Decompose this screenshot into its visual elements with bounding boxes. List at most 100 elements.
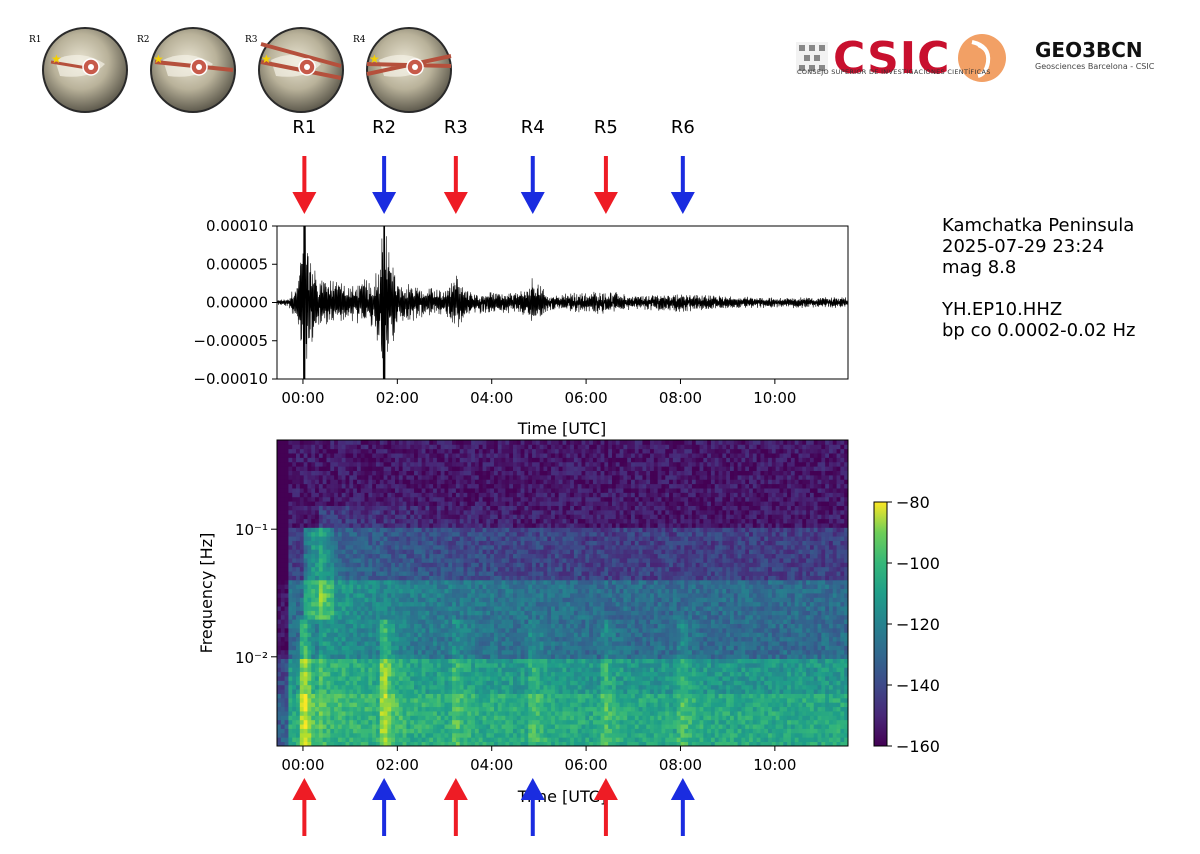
spectrogram-cell bbox=[539, 623, 544, 629]
spectrogram-cell bbox=[284, 553, 289, 559]
spectrogram-cell bbox=[444, 610, 449, 616]
spectrogram-cell bbox=[406, 593, 411, 598]
spectrogram-cell bbox=[459, 641, 464, 646]
spectrogram-cell bbox=[414, 531, 419, 537]
spectrogram-cell bbox=[284, 518, 289, 524]
spectrogram-cell bbox=[303, 566, 308, 572]
spectrogram-cell bbox=[497, 601, 502, 607]
spectrogram-cell bbox=[322, 505, 327, 511]
spectrogram-cell bbox=[414, 645, 419, 651]
spectrogram-cell bbox=[356, 627, 362, 633]
spectrogram-cell bbox=[436, 571, 442, 576]
spectrogram-cell bbox=[307, 466, 312, 471]
spectrogram-cell bbox=[513, 719, 518, 725]
spectrogram-cell bbox=[341, 453, 346, 458]
spectrogram-cell bbox=[421, 737, 426, 743]
spectrogram-cell bbox=[318, 662, 324, 668]
spectrogram-cell bbox=[364, 501, 369, 506]
spectrogram-cell bbox=[520, 606, 525, 611]
spectrogram-cell bbox=[459, 728, 464, 734]
spectrogram-cell bbox=[326, 544, 331, 550]
spectrogram-cell bbox=[433, 680, 438, 686]
spectrogram-cell bbox=[353, 593, 358, 598]
spectrogram-cell bbox=[524, 584, 529, 590]
spectrogram-cell bbox=[482, 474, 487, 480]
spectrogram-cell bbox=[341, 719, 346, 725]
spectrogram-cell bbox=[311, 505, 316, 511]
spectrogram-cell bbox=[452, 470, 457, 476]
spectrogram-cell bbox=[353, 619, 358, 624]
spectrogram-cell bbox=[383, 453, 388, 458]
spectrogram-cell bbox=[444, 601, 449, 607]
spectrogram-cell bbox=[284, 614, 289, 620]
spectrogram-cell bbox=[387, 461, 392, 467]
spectrogram-cell bbox=[497, 444, 502, 450]
spectrogram-cell bbox=[490, 636, 495, 642]
spectrogram-cell bbox=[349, 711, 354, 716]
spectrogram-cell bbox=[414, 627, 419, 633]
spectrogram-cell bbox=[311, 649, 316, 655]
spectrogram-cell bbox=[398, 505, 404, 511]
spectrogram-cell bbox=[455, 523, 461, 528]
spectrogram-cell bbox=[467, 619, 472, 624]
spectrogram-cell bbox=[455, 479, 461, 485]
spectrogram-cell bbox=[478, 514, 483, 520]
spectrogram-cell bbox=[444, 444, 449, 450]
spectrogram-cell bbox=[410, 558, 415, 563]
spectrogram-cell bbox=[315, 453, 320, 458]
spectrogram-cell bbox=[337, 693, 343, 699]
spectrogram-cell bbox=[364, 601, 369, 607]
spectrogram-cell bbox=[322, 601, 327, 607]
spectrogram-cell bbox=[402, 483, 407, 489]
spectrogram-cell bbox=[303, 584, 308, 590]
spectrogram-cell bbox=[505, 658, 510, 664]
spectrogram-cell bbox=[349, 544, 354, 550]
spectrogram-cell bbox=[395, 711, 400, 716]
spectrogram-cell bbox=[532, 461, 537, 467]
spectrogram-cell bbox=[505, 711, 510, 716]
spectrogram-cell bbox=[509, 719, 514, 725]
spectrogram-cell bbox=[463, 496, 468, 502]
spectrogram-cell bbox=[501, 518, 506, 524]
spectrogram-cell bbox=[493, 488, 499, 493]
spectrogram-cell bbox=[322, 623, 327, 629]
spectrogram-cell bbox=[482, 715, 487, 721]
spectrogram-cell bbox=[433, 597, 438, 603]
spectrogram-cell bbox=[372, 649, 377, 655]
spectrogram-cell bbox=[406, 741, 411, 746]
spectrogram-cell bbox=[277, 636, 282, 642]
spectrogram-cell bbox=[467, 444, 472, 450]
spectrogram-cell bbox=[513, 514, 518, 520]
spectrogram-cell bbox=[452, 457, 457, 463]
spectrogram-cell bbox=[516, 553, 522, 559]
spectrogram-cell bbox=[341, 680, 346, 686]
spectrogram-cell bbox=[448, 654, 453, 659]
spectrogram-cell bbox=[299, 540, 305, 546]
spectrogram-cell bbox=[516, 466, 522, 471]
spectrogram-cell bbox=[429, 579, 434, 585]
spectrogram-cell bbox=[463, 566, 468, 572]
spectrogram-cell bbox=[474, 728, 480, 734]
spectrogram-cell bbox=[535, 601, 541, 607]
spectrogram-cell bbox=[395, 606, 400, 611]
spectrogram-cell bbox=[292, 601, 297, 607]
spectrogram-cell bbox=[429, 711, 434, 716]
spectrogram-cell bbox=[296, 689, 301, 694]
spectrogram-cell bbox=[398, 737, 404, 743]
spectrogram-cell bbox=[444, 719, 449, 725]
spectrogram-cell bbox=[532, 474, 537, 480]
spectrogram-cell bbox=[474, 689, 480, 694]
spectrogram-cell bbox=[513, 667, 518, 673]
spectrogram-cell bbox=[391, 501, 396, 506]
arrival-label: R5 bbox=[594, 117, 618, 138]
spectrogram-cell bbox=[315, 518, 320, 524]
spectrogram-cell bbox=[505, 444, 510, 450]
spectrogram-cell bbox=[455, 623, 461, 629]
spectrogram-cell bbox=[429, 453, 434, 458]
spectrogram-cell bbox=[535, 575, 541, 581]
arrival-label: R4 bbox=[521, 117, 545, 138]
spectrogram-cell bbox=[486, 575, 491, 581]
spectrogram-cell bbox=[436, 737, 442, 743]
spectrogram-cell bbox=[539, 737, 544, 743]
spectrogram-cell bbox=[360, 540, 365, 546]
